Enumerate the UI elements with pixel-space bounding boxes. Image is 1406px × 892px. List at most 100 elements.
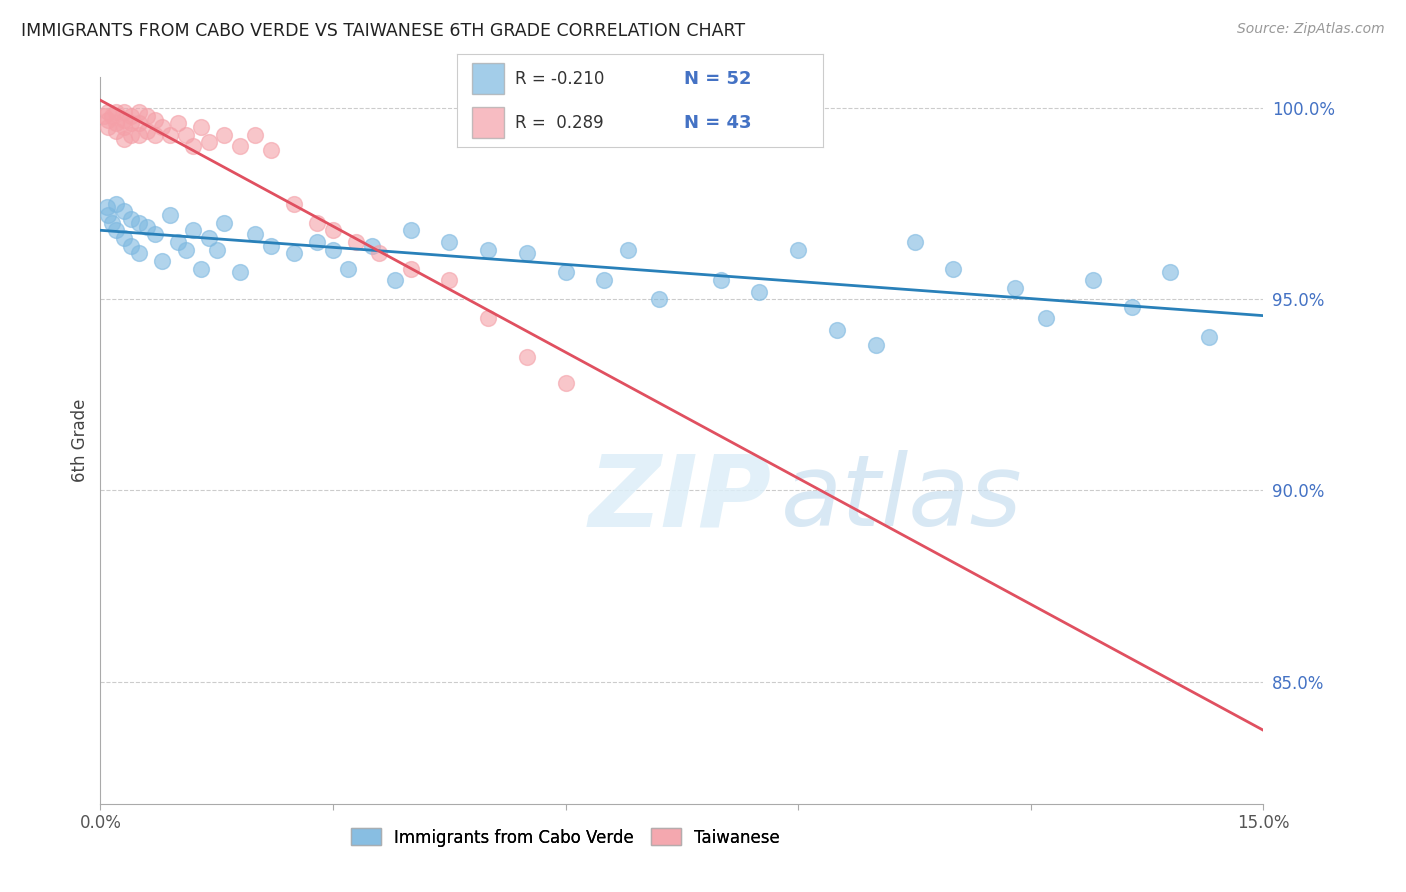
Point <box>616 243 638 257</box>
Point <box>128 216 150 230</box>
Point <box>112 112 135 127</box>
Point <box>135 109 157 123</box>
Point <box>260 238 283 252</box>
Point <box>229 139 252 153</box>
Point <box>120 116 142 130</box>
Point <box>322 243 344 257</box>
Point <box>903 235 925 249</box>
Point <box>97 120 120 135</box>
Point <box>96 201 118 215</box>
Point <box>787 243 810 257</box>
Point <box>516 350 538 364</box>
Point <box>554 265 576 279</box>
Point <box>337 261 360 276</box>
Point <box>283 246 305 260</box>
Point <box>865 338 887 352</box>
Point <box>120 211 142 226</box>
Point <box>748 285 770 299</box>
Point <box>647 292 669 306</box>
Point <box>112 231 135 245</box>
Text: atlas: atlas <box>780 450 1022 548</box>
Point <box>97 104 120 119</box>
Point <box>93 109 115 123</box>
Point <box>307 235 329 249</box>
Point <box>159 208 181 222</box>
Point <box>174 128 197 142</box>
Point <box>104 116 127 130</box>
Point <box>307 216 329 230</box>
Point <box>593 273 616 287</box>
Point <box>260 143 283 157</box>
Point <box>214 128 236 142</box>
Point <box>183 139 205 153</box>
Text: ZIP: ZIP <box>589 450 772 548</box>
Text: IMMIGRANTS FROM CABO VERDE VS TAIWANESE 6TH GRADE CORRELATION CHART: IMMIGRANTS FROM CABO VERDE VS TAIWANESE … <box>21 22 745 40</box>
Point <box>245 128 267 142</box>
Point <box>167 235 190 249</box>
Point <box>384 273 406 287</box>
Point <box>159 128 181 142</box>
Point <box>128 128 150 142</box>
Point <box>104 104 127 119</box>
Point <box>1035 311 1057 326</box>
Point <box>150 254 173 268</box>
Point <box>214 216 236 230</box>
Point <box>104 124 127 138</box>
Point <box>516 246 538 260</box>
Point <box>183 223 205 237</box>
Point <box>128 104 150 119</box>
Point <box>1121 300 1143 314</box>
Point <box>101 216 124 230</box>
Point <box>190 120 212 135</box>
Point <box>1159 265 1181 279</box>
Point <box>399 261 422 276</box>
Point <box>1081 273 1104 287</box>
Point <box>104 196 127 211</box>
Point <box>101 109 124 123</box>
Point <box>97 208 120 222</box>
FancyBboxPatch shape <box>471 107 505 138</box>
Text: N = 52: N = 52 <box>683 70 751 87</box>
Point <box>97 112 120 127</box>
Text: R = -0.210: R = -0.210 <box>516 70 605 87</box>
Point <box>477 311 499 326</box>
Point <box>198 231 221 245</box>
Point <box>112 131 135 145</box>
Point <box>942 261 965 276</box>
Text: R =  0.289: R = 0.289 <box>516 114 605 132</box>
Point <box>245 227 267 242</box>
Point <box>360 238 382 252</box>
Point <box>205 243 228 257</box>
Point <box>190 261 212 276</box>
Point <box>112 204 135 219</box>
Point <box>399 223 422 237</box>
Point <box>104 223 127 237</box>
Point <box>112 104 135 119</box>
Point <box>554 376 576 391</box>
Point <box>439 273 461 287</box>
Point <box>322 223 344 237</box>
Point <box>439 235 461 249</box>
Point <box>477 243 499 257</box>
Point <box>135 124 157 138</box>
Point <box>120 128 142 142</box>
Point <box>150 120 173 135</box>
Y-axis label: 6th Grade: 6th Grade <box>72 399 89 483</box>
Text: Source: ZipAtlas.com: Source: ZipAtlas.com <box>1237 22 1385 37</box>
Point <box>128 116 150 130</box>
Text: N = 43: N = 43 <box>683 114 751 132</box>
Legend: Immigrants from Cabo Verde, Taiwanese: Immigrants from Cabo Verde, Taiwanese <box>352 829 780 847</box>
Point <box>112 120 135 135</box>
Point <box>143 112 166 127</box>
Point <box>229 265 252 279</box>
Point <box>1004 281 1026 295</box>
Point <box>174 243 197 257</box>
Point <box>344 235 367 249</box>
Point <box>1198 330 1220 344</box>
Point <box>143 227 166 242</box>
Point <box>120 238 142 252</box>
Point <box>283 196 305 211</box>
Point <box>198 136 221 150</box>
Point <box>128 246 150 260</box>
Point <box>368 246 391 260</box>
